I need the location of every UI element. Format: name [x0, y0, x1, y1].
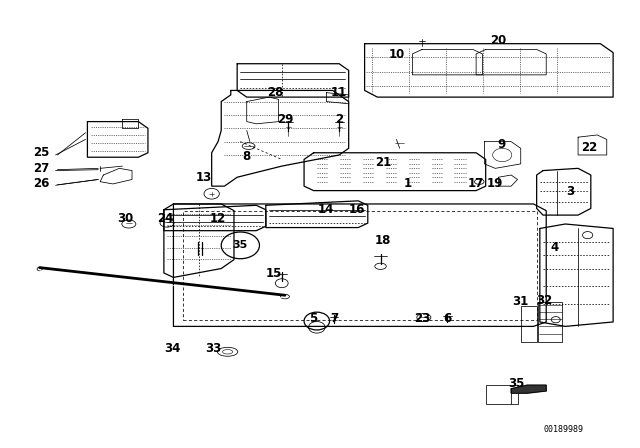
- Text: 26: 26: [33, 177, 49, 190]
- Text: 8: 8: [243, 150, 251, 163]
- Text: 34: 34: [164, 342, 180, 355]
- Text: 00189989: 00189989: [543, 425, 584, 434]
- Text: 18: 18: [374, 234, 390, 247]
- Text: 22: 22: [580, 141, 597, 154]
- Text: 32: 32: [536, 294, 552, 307]
- Text: 4: 4: [550, 241, 559, 254]
- Text: 25: 25: [33, 146, 49, 159]
- Text: 28: 28: [268, 86, 284, 99]
- Text: 11: 11: [331, 86, 348, 99]
- Text: 17: 17: [467, 177, 484, 190]
- Text: 14: 14: [318, 203, 335, 216]
- Text: 35: 35: [508, 377, 524, 390]
- Text: 27: 27: [33, 162, 49, 175]
- Text: 13: 13: [196, 171, 212, 184]
- Text: 9: 9: [497, 138, 506, 151]
- Text: 24: 24: [157, 212, 174, 225]
- Text: 30: 30: [117, 212, 133, 225]
- Text: 33: 33: [205, 342, 221, 355]
- Text: 3: 3: [566, 185, 574, 198]
- Text: 23: 23: [414, 312, 430, 325]
- Bar: [521, 306, 537, 342]
- Bar: [486, 385, 518, 404]
- Text: 19: 19: [487, 177, 504, 190]
- Bar: [538, 302, 562, 342]
- Text: 6: 6: [444, 312, 452, 325]
- Text: 12: 12: [210, 212, 226, 225]
- Text: 20: 20: [490, 34, 506, 47]
- Polygon shape: [511, 385, 546, 393]
- Text: 10: 10: [388, 48, 404, 61]
- Text: 15: 15: [266, 267, 282, 280]
- Text: 35: 35: [233, 241, 248, 250]
- Text: 29: 29: [276, 113, 293, 126]
- Text: 1: 1: [404, 177, 412, 190]
- Text: 5: 5: [310, 312, 317, 325]
- Text: 16: 16: [349, 203, 365, 216]
- Text: 21: 21: [376, 156, 392, 169]
- Text: 2: 2: [335, 113, 343, 126]
- Bar: [183, 211, 537, 320]
- Text: 7: 7: [330, 312, 338, 325]
- Text: 31: 31: [513, 295, 529, 308]
